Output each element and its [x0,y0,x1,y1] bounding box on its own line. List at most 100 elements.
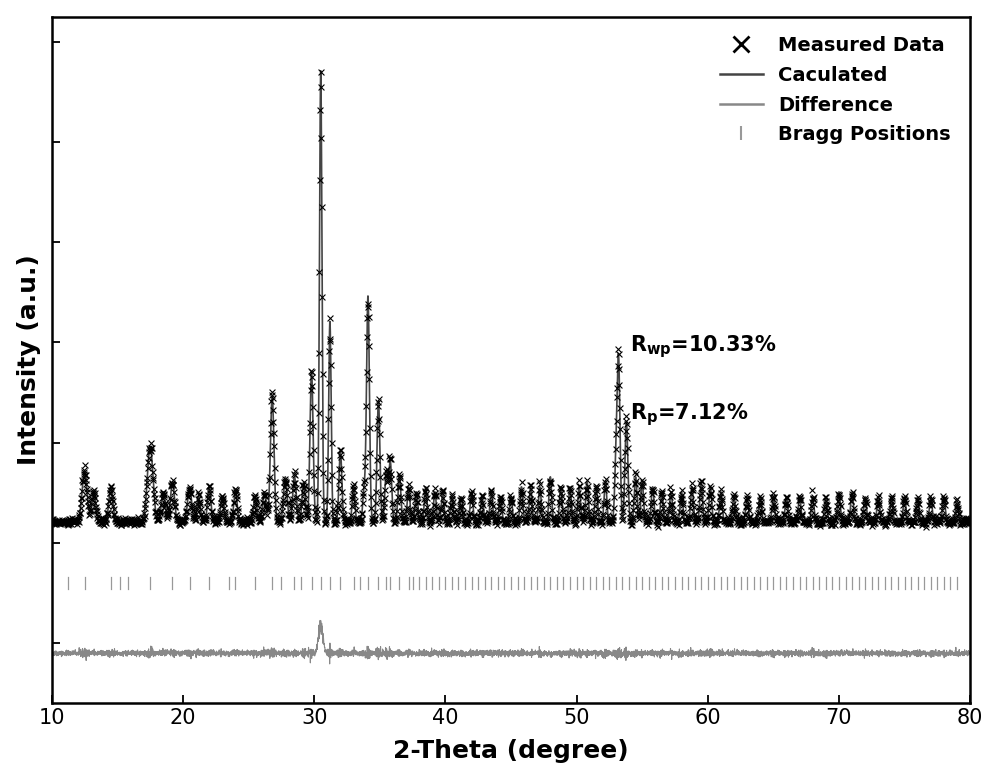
Point [260,502,276,514]
Point [908,507,924,519]
Point [922,495,938,507]
Point [218,512,234,525]
Point [960,512,976,524]
Point [158,499,174,512]
Point [337,516,353,529]
Point [556,512,572,524]
Point [642,512,658,525]
Point [743,514,759,526]
Point [56,515,72,527]
Point [954,518,970,530]
Point [99,507,115,519]
Point [914,518,930,530]
Point [709,518,725,530]
Point [567,516,583,529]
Point [958,516,974,529]
Point [866,516,882,529]
Point [838,514,854,526]
Point [449,513,465,526]
Point [541,482,557,495]
Point [57,516,73,529]
Point [334,471,350,484]
Point [742,510,758,523]
Point [161,508,177,520]
Point [952,515,968,527]
Point [504,497,520,509]
Point [365,514,381,526]
Point [941,519,957,531]
Point [936,492,952,505]
Point [187,512,203,524]
Point [713,487,729,499]
Point [929,517,945,530]
Point [61,516,77,529]
Point [235,519,251,531]
Point [78,473,94,486]
Point [497,513,513,526]
X-axis label: 2-Theta (degree): 2-Theta (degree) [393,739,629,764]
Point [85,487,101,499]
Point [834,514,850,526]
Point [837,518,853,530]
Point [494,496,510,509]
Point [355,490,371,502]
Point [887,516,903,529]
Point [50,517,66,530]
Point [814,512,830,525]
Point [478,512,494,524]
Point [49,516,65,528]
Point [60,517,76,530]
Point [773,514,789,526]
Point [213,499,229,512]
Point [629,488,645,500]
Point [250,509,266,521]
Point [481,507,497,519]
Point [394,509,410,521]
Point [652,512,668,524]
Point [375,512,391,525]
Point [671,519,687,531]
Point [744,517,760,530]
Point [266,440,282,452]
Point [356,476,372,488]
Point [52,516,68,529]
Point [380,475,396,488]
Point [597,475,613,488]
Point [653,495,669,508]
Point [833,509,849,522]
Point [612,402,628,414]
Point [619,432,635,445]
Point [88,504,104,516]
Point [343,515,359,527]
Point [857,494,873,506]
Point [164,477,180,490]
Point [854,516,870,529]
Point [840,517,856,530]
Point [625,512,641,525]
Point [357,451,373,463]
Point [757,516,773,529]
Point [390,491,406,503]
Point [696,508,712,520]
Point [877,519,893,532]
Point [707,515,723,527]
Point [545,510,561,523]
Point [888,518,904,530]
Point [272,512,288,525]
Point [640,519,656,531]
Point [282,512,298,525]
Point [399,492,415,505]
Point [117,512,133,524]
Point [447,511,463,523]
Point [891,518,907,530]
Point [822,513,838,526]
Point [162,491,178,504]
Point [584,517,600,530]
Point [680,516,696,529]
Point [850,516,866,529]
Point [598,473,614,486]
Point [129,513,145,526]
Point [296,488,312,501]
Point [773,516,789,528]
Point [585,514,601,526]
